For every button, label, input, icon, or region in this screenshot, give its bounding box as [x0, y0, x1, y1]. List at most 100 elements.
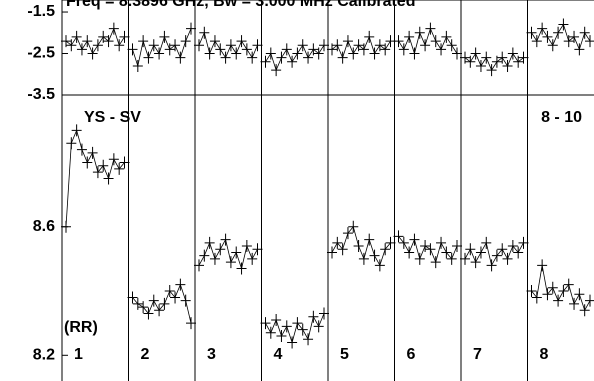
amplitude-point — [143, 307, 154, 320]
phase-point — [374, 39, 385, 52]
amplitude-point — [220, 233, 231, 246]
phase-point — [186, 22, 196, 35]
amplitude-point — [513, 246, 524, 259]
amplitude-point — [398, 236, 409, 249]
amplitude-point — [579, 304, 590, 317]
phase-point — [475, 59, 486, 72]
phase-point — [518, 51, 529, 64]
amplitude-point — [420, 240, 431, 253]
chart-title: Freq = 8.3896 GHz, Bw = 3.000 MHz Calibr… — [66, 0, 415, 10]
phase-point — [303, 51, 314, 64]
phase-point — [215, 43, 226, 56]
phase-point — [114, 39, 125, 52]
phase-point — [574, 43, 585, 56]
amplitude-point — [127, 291, 138, 304]
amplitude-point — [76, 143, 87, 156]
amplitude-point — [87, 146, 98, 159]
amplitude-point — [148, 294, 159, 307]
phase-point — [364, 30, 375, 43]
amplitude-point — [465, 243, 476, 256]
amplitude-line — [464, 241, 524, 267]
phase-point — [409, 47, 420, 60]
amplitude-point — [319, 307, 329, 320]
phase-point — [199, 26, 210, 39]
phase-point — [585, 35, 594, 48]
amplitude-point — [204, 236, 215, 249]
phase-point — [342, 35, 353, 48]
panel-label: 3 — [207, 346, 216, 363]
amplitude-point — [247, 252, 258, 265]
amplitude-point — [82, 156, 93, 169]
phase-point — [513, 55, 524, 68]
amplitude-point — [507, 240, 518, 253]
panel-label: 6 — [407, 346, 416, 363]
phase-point — [420, 39, 431, 52]
phase-point — [398, 43, 409, 56]
amplitude-point — [491, 249, 502, 262]
y-tick-label: 8.2 — [33, 347, 55, 364]
phase-line — [65, 27, 125, 55]
phase-point — [569, 30, 580, 43]
phase-point — [265, 47, 276, 60]
amplitude-point — [231, 246, 242, 259]
phase-point — [76, 43, 87, 56]
phase-point — [319, 39, 329, 52]
phase-point — [502, 59, 513, 72]
phase-point — [175, 51, 186, 64]
phase-point — [369, 47, 380, 60]
amplitude-point — [276, 330, 287, 343]
amplitude-point — [98, 159, 109, 172]
amplitude-point — [241, 240, 252, 253]
phase-line — [265, 44, 325, 72]
y2-tick-label: -2.5 — [27, 45, 55, 62]
phase-point — [308, 43, 319, 56]
phase-point — [87, 47, 98, 60]
phase-point — [164, 43, 175, 56]
phase-point — [579, 26, 590, 39]
amplitude-point — [236, 262, 247, 275]
panel-label: 2 — [141, 346, 150, 363]
amplitude-point — [460, 252, 470, 265]
amplitude-point — [61, 220, 71, 233]
phase-line — [531, 23, 591, 51]
phase-point — [225, 39, 236, 52]
phase-point — [297, 39, 308, 52]
amplitude-point — [119, 156, 130, 169]
amplitude-point — [547, 281, 558, 294]
amplitude-point — [518, 236, 529, 249]
phase-point — [470, 47, 481, 60]
phase-point — [460, 51, 470, 64]
phase-point — [491, 55, 502, 68]
amplitude-point — [281, 320, 292, 333]
amplitude-point — [358, 252, 369, 265]
amplitude-point — [303, 333, 314, 346]
phase-point — [292, 47, 303, 60]
amplitude-point — [332, 236, 343, 249]
amplitude-point — [502, 252, 513, 265]
phase-point — [542, 30, 553, 43]
amplitude-point — [414, 252, 425, 265]
amplitude-point — [186, 317, 196, 330]
time-label: 8 - 10 — [541, 109, 582, 126]
amplitude-point — [71, 124, 82, 137]
phase-line — [132, 28, 192, 68]
phase-point — [220, 51, 231, 64]
phase-point — [486, 64, 497, 77]
phase-point — [404, 30, 415, 43]
phase-point — [66, 39, 77, 52]
phase-point — [393, 35, 404, 48]
phase-point — [526, 26, 537, 39]
amplitude-point — [292, 317, 303, 330]
amplitude-point — [271, 313, 282, 326]
phase-point — [337, 51, 348, 64]
amplitude-line — [531, 265, 591, 312]
amplitude-point — [287, 336, 298, 349]
phase-point — [563, 35, 574, 48]
amplitude-point — [452, 240, 462, 253]
amplitude-point — [154, 304, 165, 317]
amplitude-point — [409, 233, 420, 246]
amplitude-point — [470, 256, 481, 269]
phase-point — [241, 43, 252, 56]
phase-point — [497, 51, 508, 64]
